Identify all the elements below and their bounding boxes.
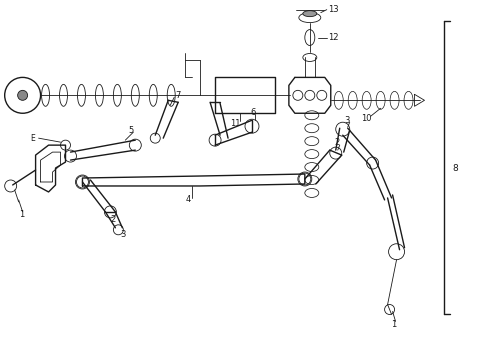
Text: 12: 12 bbox=[328, 33, 338, 42]
Text: 2: 2 bbox=[110, 215, 116, 224]
Text: 7: 7 bbox=[175, 91, 181, 100]
Text: 1: 1 bbox=[19, 210, 24, 219]
Text: 11: 11 bbox=[230, 119, 241, 128]
Text: 4: 4 bbox=[185, 195, 191, 204]
Text: 5: 5 bbox=[128, 126, 134, 135]
Text: 8: 8 bbox=[452, 163, 458, 172]
Text: 10: 10 bbox=[361, 114, 371, 123]
Circle shape bbox=[18, 90, 27, 100]
Ellipse shape bbox=[303, 11, 317, 17]
Text: 13: 13 bbox=[328, 5, 339, 14]
Text: E: E bbox=[30, 134, 35, 143]
Text: 2: 2 bbox=[335, 138, 340, 147]
Text: 1: 1 bbox=[392, 320, 397, 329]
Text: 6: 6 bbox=[250, 108, 255, 117]
Text: 3: 3 bbox=[345, 116, 350, 125]
Text: 3: 3 bbox=[121, 230, 126, 239]
